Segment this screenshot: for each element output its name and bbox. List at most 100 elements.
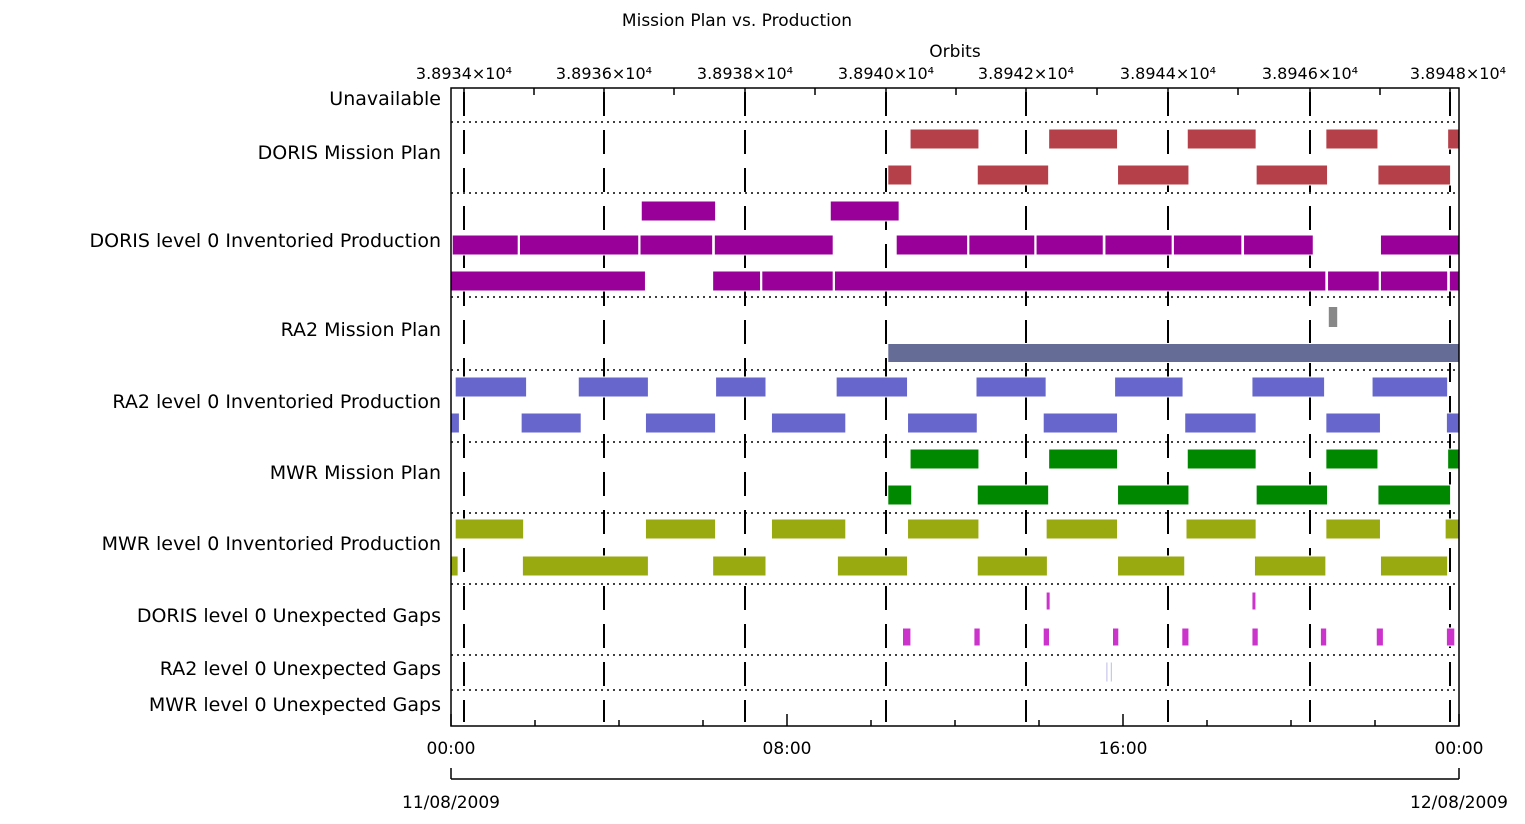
top-tick-label: 3.8934×10⁴ (416, 64, 512, 83)
timeline-bar (715, 376, 767, 398)
top-tick-label: 3.8946×10⁴ (1262, 64, 1358, 83)
timeline-bar (895, 234, 969, 256)
timeline-bar (640, 200, 717, 222)
timeline-bar (1042, 412, 1119, 434)
timeline-bar (1255, 164, 1329, 186)
small-marker (1328, 307, 1338, 327)
timeline-bar (887, 343, 1460, 363)
timeline-bar (1251, 627, 1259, 647)
timeline-bar (1377, 164, 1452, 186)
timeline-bar (520, 412, 582, 434)
timeline-bar (1035, 234, 1104, 256)
timeline-bar (833, 270, 1327, 292)
timeline-bar (1109, 661, 1113, 683)
timeline-bar (1253, 555, 1327, 577)
timeline-bar (1325, 518, 1381, 540)
timeline-bar (1255, 484, 1329, 506)
timeline-bar (450, 412, 460, 434)
timeline-bar (907, 412, 978, 434)
bars-layer (450, 128, 1460, 683)
timeline-bar (518, 234, 640, 256)
timeline-bar (1445, 412, 1460, 434)
timeline-bar (1186, 128, 1257, 150)
top-tick-label: 3.8940×10⁴ (838, 64, 934, 83)
timeline-bar (1251, 591, 1257, 611)
timeline-bar (1243, 234, 1314, 256)
timeline-bar (902, 627, 912, 647)
timeline-bar (713, 234, 834, 256)
chart-title: Mission Plan vs. Production (622, 11, 852, 31)
top-tick-label: 3.8942×10⁴ (978, 64, 1074, 83)
row-label: RA2 level 0 Unexpected Gaps (160, 658, 441, 680)
timeline-bar (836, 555, 909, 577)
timeline-bar (1448, 270, 1460, 292)
timeline-bar (1379, 234, 1460, 256)
timeline-bar (454, 518, 525, 540)
timeline-bar (1325, 412, 1381, 434)
timeline-bar (450, 555, 459, 577)
top-tick-label: 3.8948×10⁴ (1410, 64, 1506, 83)
timeline-bar (1117, 555, 1186, 577)
timeline-bar (1379, 270, 1449, 292)
timeline-bar (644, 412, 717, 434)
timeline-bar (1042, 627, 1050, 647)
top-tick-label: 3.8936×10⁴ (556, 64, 652, 83)
top-tick-label: 3.8938×10⁴ (697, 64, 793, 83)
timeline-bar (1325, 128, 1379, 150)
timeline-bar (761, 270, 834, 292)
timeline-bar (712, 555, 767, 577)
start-date-label: 11/08/2009 (402, 793, 500, 813)
timeline-bar (1117, 164, 1190, 186)
timeline-bar (887, 164, 913, 186)
row-label: RA2 Mission Plan (281, 319, 441, 341)
timeline-bar (1114, 376, 1184, 398)
timeline-bar (1184, 412, 1257, 434)
timeline-bar (1117, 484, 1190, 506)
timeline-bar (976, 484, 1050, 506)
timeline-bar (968, 234, 1036, 256)
timeline-bar (451, 234, 519, 256)
row-label: DORIS level 0 Unexpected Gaps (137, 605, 441, 627)
timeline-bar (1447, 448, 1460, 470)
row-label: Unavailable (329, 88, 441, 110)
row-label: MWR level 0 Inventoried Production (102, 533, 441, 555)
timeline-bar (1104, 234, 1173, 256)
timeline-bar (770, 412, 847, 434)
timeline-bar (976, 555, 1048, 577)
timeline-bar (1112, 627, 1120, 647)
timeline-bar (770, 518, 847, 540)
timeline-bar (454, 376, 528, 398)
frame-layer (450, 87, 1460, 780)
timeline-bar (835, 376, 909, 398)
timeline-bar (909, 448, 980, 470)
top-tick-label: 3.8944×10⁴ (1120, 64, 1216, 83)
text-layer: Mission Plan vs. Production Orbits 11/08… (90, 11, 1508, 813)
timeline-bar (450, 270, 646, 292)
timeline-bar (1045, 518, 1119, 540)
timeline-bar (829, 200, 900, 222)
timeline-bar (975, 376, 1047, 398)
row-label: DORIS Mission Plan (258, 142, 441, 164)
timeline-bar (712, 270, 762, 292)
timeline-bar (907, 518, 980, 540)
timeline-bar (1371, 376, 1449, 398)
bottom-tick-label: 08:00 (763, 739, 812, 759)
timeline-bar (1447, 128, 1460, 150)
row-label: RA2 level 0 Inventoried Production (112, 391, 441, 413)
timeline-bar (1172, 234, 1243, 256)
timeline-bar (1181, 627, 1190, 647)
timeline-bar (1186, 448, 1257, 470)
timeline-bar (1251, 376, 1326, 398)
timeline-bar (1185, 518, 1257, 540)
row-label: MWR Mission Plan (270, 462, 441, 484)
timeline-bar (1444, 518, 1460, 540)
timeline-bar (1377, 484, 1452, 506)
top-axis-label: Orbits (929, 42, 981, 62)
timeline-bar (1327, 270, 1380, 292)
timeline-bar (1319, 627, 1328, 647)
timeline-bar (1048, 128, 1119, 150)
timeline-bar (1379, 555, 1449, 577)
timeline-bar (521, 555, 649, 577)
